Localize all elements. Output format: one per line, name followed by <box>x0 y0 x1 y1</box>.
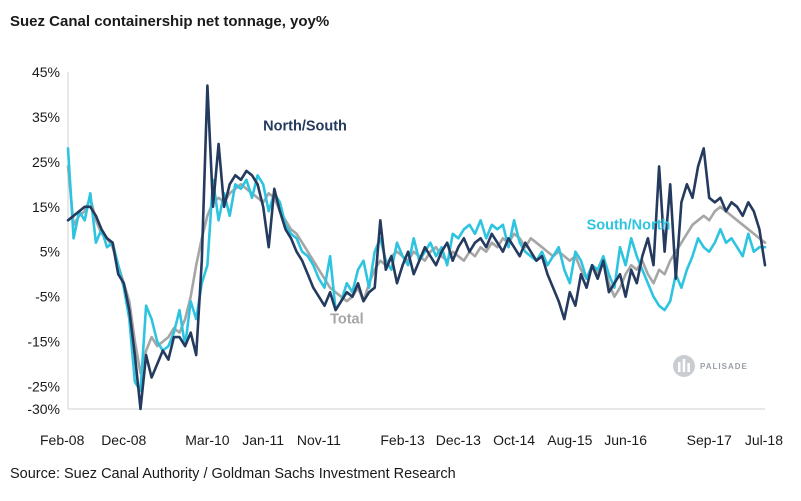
x-tick-label: Jun-16 <box>604 432 647 448</box>
x-tick-label: Mar-10 <box>185 432 230 448</box>
series-label-south-north: South/North <box>587 217 671 233</box>
y-tick-label: -25% <box>27 379 60 395</box>
y-tick-label: -5% <box>35 289 60 305</box>
series-label-north-south: North/South <box>263 118 347 134</box>
x-tick-label: Jan-11 <box>242 432 284 448</box>
y-axis-ticks: 45% 35% 25% 15% 5% -5% -15% -25% -30% <box>27 64 60 417</box>
chart-axes <box>67 72 765 410</box>
x-tick-label: Feb-13 <box>380 432 425 448</box>
y-tick-label: 45% <box>32 64 60 80</box>
watermark-text: PALISADE <box>700 361 748 371</box>
x-axis-ticks: Feb-08 Dec-08 Mar-10 Jan-11 Nov-11 Feb-13 Dec-… <box>40 432 783 448</box>
x-tick-label: Nov-11 <box>297 432 341 448</box>
x-tick-label: Aug-15 <box>547 432 592 448</box>
series-label-total: Total <box>330 312 364 328</box>
y-tick-label: 5% <box>40 244 60 260</box>
y-tick-label: -15% <box>27 334 60 350</box>
palisade-logo-icon <box>673 355 695 377</box>
series-line-north-south <box>66 84 767 411</box>
chart-source: Source: Suez Canal Authority / Goldman S… <box>10 466 456 482</box>
chart-series <box>66 84 767 411</box>
y-tick-label: 25% <box>32 154 60 170</box>
chart-title: Suez Canal containership net tonnage, yo… <box>10 13 330 30</box>
x-tick-label: Oct-14 <box>493 432 535 448</box>
y-tick-label: 15% <box>32 199 60 215</box>
x-tick-label: Dec-08 <box>101 432 146 448</box>
palisade-watermark: PALISADE <box>672 354 748 378</box>
y-tick-label: 35% <box>32 109 60 125</box>
x-tick-label: Feb-08 <box>40 432 85 448</box>
x-tick-label: Sep-17 <box>687 432 732 448</box>
series-line-south-north <box>66 147 767 393</box>
series-labels: Total South/North North/South <box>263 118 670 327</box>
x-tick-label: Dec-13 <box>436 432 481 448</box>
x-tick-label: Jul-18 <box>745 432 783 448</box>
y-tick-label: -30% <box>27 401 60 417</box>
